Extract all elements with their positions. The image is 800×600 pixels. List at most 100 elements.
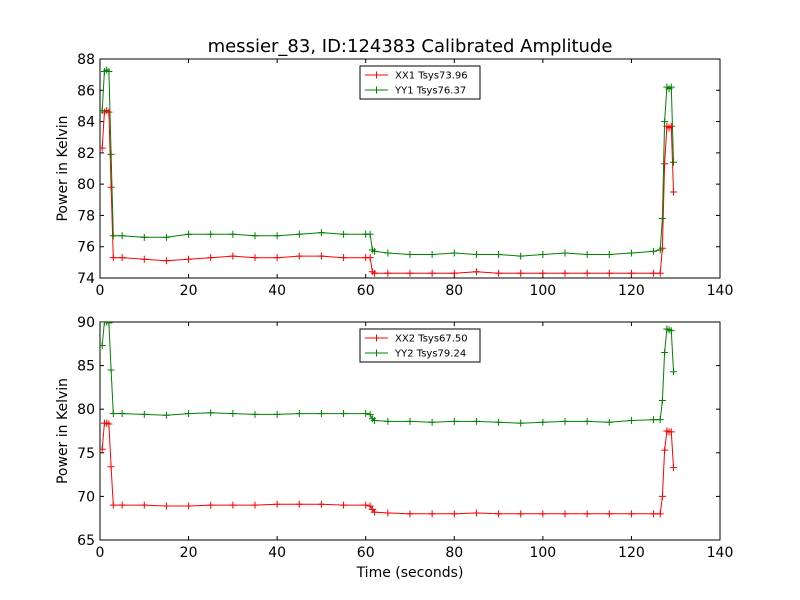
data-point: [658, 215, 666, 223]
chart-title: messier_83, ID:124383 Calibrated Amplitu…: [208, 36, 613, 57]
data-point: [472, 251, 480, 259]
data-point: [251, 501, 259, 509]
x-tick-label: 0: [96, 283, 105, 299]
x-tick-label: 60: [357, 283, 375, 299]
data-point: [251, 410, 259, 418]
legend-label: YY2 Tsys79.24: [394, 349, 466, 360]
data-point: [472, 417, 480, 425]
legend-label: YY1 Tsys76.37: [394, 86, 466, 97]
data-point: [539, 269, 547, 277]
data-point: [406, 417, 414, 425]
data-point: [340, 254, 348, 262]
data-point: [162, 502, 170, 510]
data-point: [650, 269, 658, 277]
data-point: [273, 410, 281, 418]
data-point: [100, 445, 106, 453]
y-tick-label: 65: [77, 533, 95, 549]
data-point: [561, 269, 569, 277]
data-point: [583, 251, 591, 259]
data-point: [406, 510, 414, 518]
data-point: [107, 183, 115, 191]
subplot-1: 0 20 40 60 80 100 120 140 74 76 78 80 82 84 86 88 messie…: [55, 36, 733, 299]
y-tick-label: 86: [77, 83, 95, 99]
x-tick-label: 40: [268, 283, 286, 299]
data-point: [561, 249, 569, 257]
data-point: [185, 410, 193, 418]
data-point: [650, 416, 658, 424]
y-tick-label: 75: [77, 446, 95, 462]
data-point: [105, 322, 113, 327]
data-point: [517, 510, 525, 518]
data-point: [472, 509, 480, 517]
data-point: [670, 464, 677, 472]
data-point: [229, 501, 237, 509]
data-point: [406, 251, 414, 259]
data-point: [107, 366, 115, 374]
data-point: [229, 252, 237, 260]
data-point: [371, 417, 379, 425]
data-point: [658, 396, 666, 404]
data-point: [140, 233, 148, 241]
data-point: [605, 269, 613, 277]
legend: XX2 Tsys67.50 YY2 Tsys79.24: [359, 328, 481, 363]
data-point: [109, 410, 117, 418]
y-axis-label: Power in Kelvin: [55, 115, 71, 221]
series-2: [100, 66, 677, 260]
data-point: [605, 251, 613, 259]
data-point: [656, 510, 664, 518]
data-point: [207, 409, 215, 417]
legend-marker: [373, 71, 380, 79]
x-tick-label: 100: [529, 283, 556, 299]
data-point: [366, 254, 374, 262]
data-point: [667, 428, 675, 436]
series-1: [100, 419, 677, 518]
data-point: [251, 254, 259, 262]
data-point: [428, 510, 436, 518]
series-2: [100, 322, 677, 427]
data-point: [229, 410, 237, 418]
data-point: [107, 463, 115, 471]
data-point: [605, 418, 613, 426]
x-tick-label: 40: [268, 545, 286, 561]
data-point: [295, 252, 303, 260]
data-point: [362, 410, 370, 418]
data-point: [340, 501, 348, 509]
x-tick-label: 120: [618, 545, 645, 561]
data-point: [656, 416, 664, 424]
data-point: [539, 510, 547, 518]
x-axis-label: Time (seconds): [356, 565, 464, 581]
data-point: [495, 269, 503, 277]
data-point: [140, 255, 148, 263]
data-point: [317, 500, 325, 508]
data-point: [656, 246, 664, 254]
data-point: [667, 83, 675, 91]
y-tick-label: 80: [77, 402, 95, 418]
x-tick-label: 80: [445, 545, 463, 561]
data-point: [517, 269, 525, 277]
data-point: [100, 107, 106, 115]
data-point: [362, 501, 370, 509]
data-point: [109, 232, 117, 240]
data-point: [366, 410, 374, 418]
data-point: [162, 233, 170, 241]
data-point: [105, 420, 113, 428]
data-point: [670, 188, 677, 196]
data-point: [627, 510, 635, 518]
data-point: [207, 230, 215, 238]
data-point: [650, 247, 658, 255]
data-point: [162, 411, 170, 419]
data-point: [251, 232, 259, 240]
data-point: [185, 502, 193, 510]
data-point: [656, 269, 664, 277]
legend-box: [359, 65, 481, 100]
data-point: [627, 249, 635, 257]
data-point: [371, 247, 379, 255]
data-point: [428, 251, 436, 259]
data-point: [107, 150, 115, 158]
data-point: [583, 510, 591, 518]
data-point: [583, 417, 591, 425]
data-point: [661, 349, 669, 357]
x-tick-label: 100: [529, 545, 556, 561]
data-point: [539, 251, 547, 259]
legend-label: XX1 Tsys73.96: [395, 71, 468, 82]
